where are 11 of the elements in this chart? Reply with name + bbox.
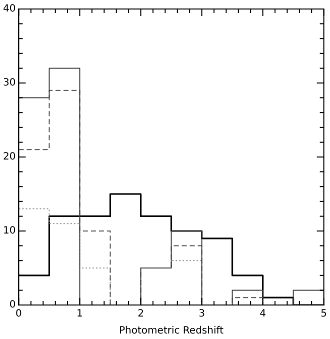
x-tick-label: 2 [138,308,144,320]
x-tick-label: 3 [198,308,205,320]
x-tick-label: 4 [260,308,266,320]
x-tick-label: 1 [76,308,83,320]
y-tick-label: 30 [2,78,16,89]
y-tick-label: 40 [2,4,16,15]
x-tick-label: 5 [320,308,328,320]
y-tick-label: 10 [2,226,16,237]
x-axis-title: Photometric Redshift [119,326,224,337]
y-tick-label: 20 [2,152,16,163]
y-tick-label: 0 [9,300,16,311]
